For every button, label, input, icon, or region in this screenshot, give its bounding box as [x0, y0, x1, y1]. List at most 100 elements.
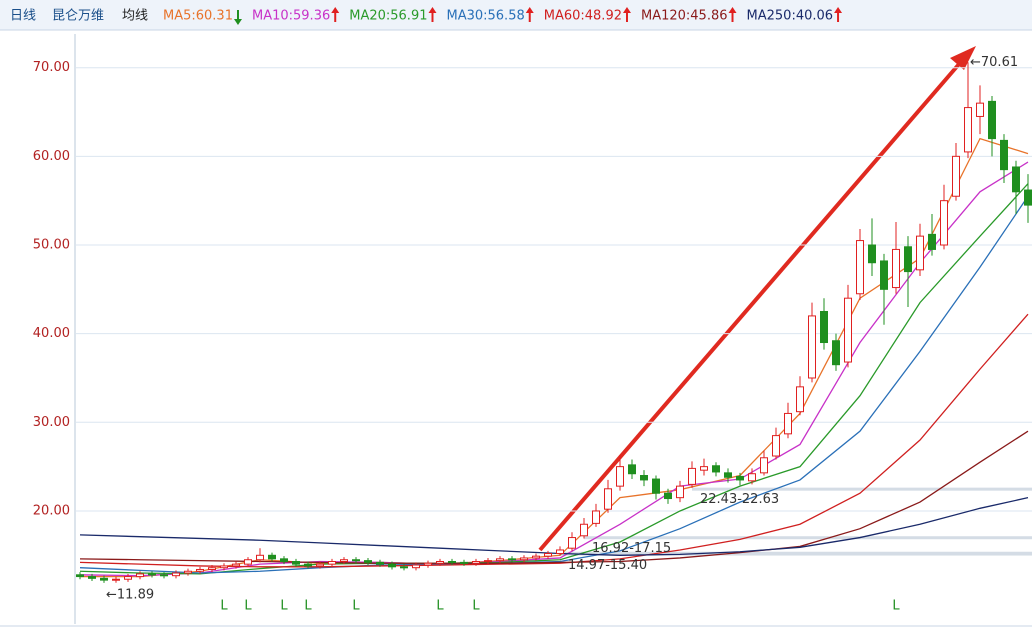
ma-line — [79, 497, 1029, 556]
legend-trend-arrow-head — [331, 7, 340, 13]
trend-arrow-head — [950, 46, 976, 70]
l-marker: L — [892, 599, 900, 614]
zone-label: 22.43-22.63 — [700, 492, 779, 507]
candle-body — [1012, 166, 1020, 193]
candle-body — [568, 537, 576, 549]
candle-body — [232, 563, 240, 567]
candle-body — [196, 568, 204, 572]
annotation: ←11.89 — [106, 587, 154, 602]
candle-body — [964, 107, 972, 153]
candle-body — [508, 558, 516, 561]
candle-body — [712, 465, 720, 473]
l-marker: L — [220, 599, 228, 614]
annotation: ←70.61 — [970, 55, 1018, 70]
candle-body — [760, 457, 768, 474]
candle-body — [328, 560, 336, 565]
legend-trend-arrow-head — [233, 19, 242, 25]
candle-body — [496, 558, 504, 562]
candle-body — [364, 560, 372, 563]
candle-body — [880, 260, 888, 290]
ma-label[interactable]: 均线 — [122, 9, 148, 24]
candle-body — [700, 466, 708, 471]
candle-body — [220, 565, 228, 569]
candle-body — [208, 567, 216, 570]
candle-body — [604, 488, 612, 510]
l-marker: L — [280, 599, 288, 614]
price-zone — [560, 551, 1032, 556]
candle-body — [100, 577, 108, 581]
trend-arrow — [538, 54, 968, 552]
ma-line — [79, 430, 1029, 564]
l-marker: L — [244, 599, 252, 614]
candle-body — [904, 246, 912, 273]
candle-body — [556, 549, 564, 555]
candle-body — [448, 560, 456, 563]
legend-entry: MA20:56.91 — [349, 9, 427, 24]
y-tick-label: 70.00 — [33, 60, 70, 75]
candle-body — [172, 572, 180, 577]
legend-entry: MA5:60.31 — [163, 9, 233, 24]
candle-body — [76, 574, 84, 578]
plot — [76, 62, 1032, 583]
zone-label: 16.92-17.15 — [592, 541, 671, 556]
candle-body — [532, 555, 540, 559]
candle-body — [436, 560, 444, 564]
candle-body — [400, 566, 408, 569]
candle-body — [112, 578, 120, 581]
candle-body — [412, 564, 420, 569]
candle-body — [892, 248, 900, 289]
candle-body — [940, 200, 948, 246]
period[interactable]: 日线 — [10, 9, 36, 24]
candle-body — [976, 102, 984, 117]
candle-body — [184, 570, 192, 574]
candle-body — [136, 573, 144, 578]
candle-body — [796, 386, 804, 413]
y-tick-label: 40.00 — [33, 326, 70, 341]
candle-body — [484, 560, 492, 563]
candle-body — [256, 554, 264, 561]
legend-trend-arrow-head — [525, 7, 534, 13]
candle-body — [88, 576, 96, 579]
candle-body — [748, 473, 756, 482]
candle-body — [160, 574, 168, 577]
candle-body — [124, 576, 132, 580]
y-tick-label: 60.00 — [33, 149, 70, 164]
candle-body — [676, 485, 684, 499]
candle-body — [640, 475, 648, 481]
header-bar — [0, 0, 1032, 30]
y-tick-label: 30.00 — [33, 415, 70, 430]
candle-body — [820, 310, 828, 344]
candle-body — [916, 235, 924, 271]
candle-body — [988, 100, 996, 140]
ma-line — [79, 161, 1029, 577]
ma-line — [79, 183, 1029, 575]
candle-body — [844, 297, 852, 363]
candle-body — [772, 435, 780, 457]
candle-body — [544, 553, 552, 557]
zone-label: 14.97-15.40 — [568, 558, 647, 573]
candle-body — [952, 155, 960, 197]
ma-line — [79, 195, 1029, 574]
candle-body — [316, 563, 324, 567]
stock-name: 昆仑万维 — [52, 9, 104, 24]
candle-body — [292, 560, 300, 565]
candle-body — [388, 563, 396, 568]
candle-body — [340, 559, 348, 562]
candle-body — [580, 523, 588, 537]
l-marker: L — [352, 599, 360, 614]
candle-body — [148, 573, 156, 576]
candle-body — [472, 560, 480, 564]
candle-body — [688, 467, 696, 485]
legend-trend-arrow-head — [622, 7, 631, 13]
candle-body — [280, 558, 288, 562]
candle-body — [352, 559, 360, 562]
candle-body — [868, 244, 876, 264]
l-marker: L — [436, 599, 444, 614]
candle-body — [832, 340, 840, 366]
legend-entry: MA120:45.86 — [641, 9, 728, 24]
candle-body — [304, 563, 312, 567]
l-marker: L — [472, 599, 480, 614]
ma-line — [79, 313, 1029, 568]
y-tick-label: 20.00 — [33, 503, 70, 518]
legend-entry: MA30:56.58 — [446, 9, 524, 24]
